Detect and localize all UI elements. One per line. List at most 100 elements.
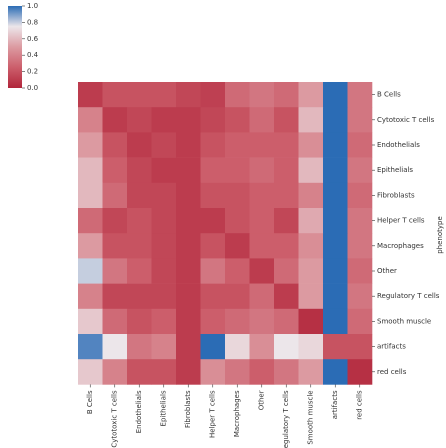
heatmap-cell: [347, 283, 373, 310]
heatmap-cell: [323, 233, 348, 259]
heatmap-cell: [127, 233, 152, 259]
x-tick-label: Helper T cells: [209, 390, 217, 438]
heatmap-cell: [225, 107, 250, 133]
heatmap-cell: [274, 132, 299, 158]
heatmap-cell: [127, 107, 152, 133]
heatmap-cell: [225, 334, 250, 360]
heatmap-cell: [249, 107, 275, 133]
heatmap-cell: [176, 359, 201, 385]
heatmap-cell: [102, 157, 128, 184]
heatmap-cell: [200, 233, 226, 259]
heatmap-cell: [176, 157, 201, 184]
heatmap-cell: [274, 82, 299, 108]
x-tick-label: Smooth muscle: [307, 390, 315, 444]
heatmap-cell: [176, 283, 201, 310]
heatmap-cell: [127, 334, 152, 360]
heatmap-cell: [78, 308, 103, 335]
heatmap-cell: [151, 359, 177, 385]
heatmap-cell: [200, 107, 226, 133]
heatmap-cell: [78, 182, 103, 209]
heatmap-cell: [127, 182, 152, 209]
heatmap-cell: [225, 308, 250, 335]
heatmap-cell: [127, 258, 152, 284]
heatmap-cell: [127, 283, 152, 310]
heatmap-cell: [176, 308, 201, 335]
heatmap-cell: [78, 258, 103, 284]
x-tick-label: Fibroblasts: [184, 390, 192, 428]
heatmap-cell: [200, 82, 226, 108]
heatmap-cell: [225, 182, 250, 209]
heatmap-cell: [249, 132, 275, 158]
x-tick-label: Other: [258, 390, 266, 410]
heatmap-cell: [102, 308, 128, 335]
y-axis-label: phenotype: [436, 216, 444, 254]
heatmap-cell: [78, 359, 103, 385]
heatmap-cell: [298, 208, 324, 234]
heatmap-cell: [323, 107, 348, 133]
heatmap-cell: [102, 132, 128, 158]
heatmap-cell: [298, 182, 324, 209]
heatmap-cell: [323, 334, 348, 360]
heatmap-cell: [127, 157, 152, 184]
heatmap-cell: [78, 283, 103, 310]
heatmap-cell: [347, 107, 373, 133]
heatmap-cell: [78, 82, 103, 108]
y-tick-label: Macrophages: [377, 242, 424, 250]
heatmap-cell: [78, 157, 103, 184]
heatmap-cell: [78, 208, 103, 234]
heatmap-cell: [347, 82, 373, 108]
heatmap-cell: [102, 283, 128, 310]
x-tick-label: Cytotoxic T cells: [111, 390, 119, 448]
heatmap-cell: [151, 157, 177, 184]
heatmap-cell: [127, 208, 152, 234]
heatmap-cell: [347, 182, 373, 209]
heatmap-cell: [298, 157, 324, 184]
heatmap-cell: [225, 208, 250, 234]
heatmap-cell: [151, 233, 177, 259]
heatmap-cell: [176, 334, 201, 360]
heatmap-cell: [225, 233, 250, 259]
heatmap-cell: [249, 308, 275, 335]
heatmap-cell: [347, 208, 373, 234]
colorbar-tick-label: 0.6: [27, 35, 39, 43]
heatmap-cell: [127, 308, 152, 335]
heatmap-cell: [151, 208, 177, 234]
heatmap-cell: [151, 308, 177, 335]
heatmap-cell: [78, 107, 103, 133]
y-tick-label: artifacts: [377, 343, 406, 351]
heatmap-cell: [298, 258, 324, 284]
y-tick-label: Epithelials: [377, 166, 413, 174]
heatmap-cell: [347, 359, 373, 385]
heatmap-cell: [249, 233, 275, 259]
x-tick-label: red cells: [356, 390, 364, 420]
heatmap-cell: [151, 334, 177, 360]
heatmap-cell: [274, 208, 299, 234]
heatmap-cell: [151, 182, 177, 209]
y-tick-label: B Cells: [377, 91, 401, 99]
heatmap-cell: [200, 359, 226, 385]
heatmap-cell: [347, 233, 373, 259]
heatmap-cell: [102, 208, 128, 234]
heatmap-cell: [78, 334, 103, 360]
heatmap-cell: [151, 258, 177, 284]
y-tick-label: red cells: [377, 368, 407, 376]
heatmap-cell: [274, 334, 299, 360]
y-tick-label: Helper T cells: [377, 217, 425, 225]
y-tick-label: Cytotoxic T cells: [377, 116, 435, 124]
heatmap-cell: [225, 258, 250, 284]
heatmap-cell: [127, 359, 152, 385]
heatmap-cell: [249, 334, 275, 360]
heatmap-cell: [347, 157, 373, 184]
y-tick-label: Fibroblasts: [377, 191, 415, 199]
heatmap-cell: [274, 107, 299, 133]
heatmap-cell: [78, 233, 103, 259]
heatmap-cell: [151, 132, 177, 158]
heatmap-cell: [102, 82, 128, 108]
x-tick-label: B Cells: [86, 390, 94, 414]
heatmap-cell: [347, 258, 373, 284]
heatmap-cell: [347, 132, 373, 158]
x-tick-label: Endothelials: [135, 390, 143, 433]
heatmap-cell: [225, 157, 250, 184]
heatmap-cell: [249, 82, 275, 108]
